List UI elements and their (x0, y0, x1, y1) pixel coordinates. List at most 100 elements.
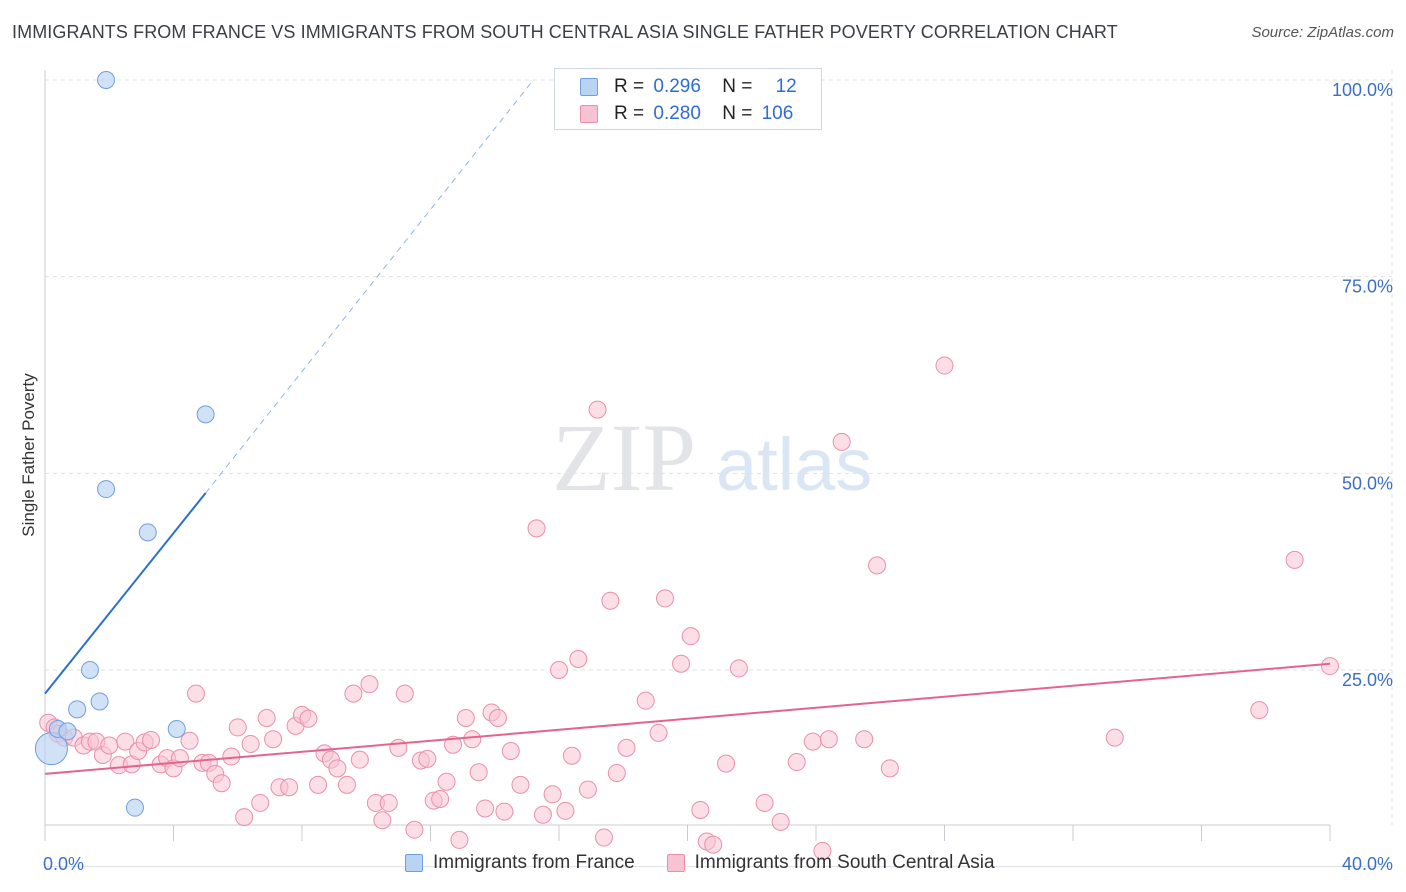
asia-point (235, 808, 254, 827)
legend-asia-swatch (666, 854, 685, 872)
asia-point (100, 736, 119, 755)
asia-point (328, 759, 347, 778)
asia-point (636, 691, 655, 710)
asia-point (656, 589, 675, 608)
france-swatch (580, 78, 598, 96)
france-point (90, 692, 109, 711)
france-n-label: N = (722, 76, 753, 97)
watermark: ZIP atlas (552, 404, 872, 511)
asia-point (855, 730, 874, 749)
asia-point (755, 793, 774, 812)
asia-point (469, 763, 488, 782)
asia-point (180, 731, 199, 750)
asia-point (819, 730, 838, 749)
france-point (196, 405, 215, 424)
watermark-atlas: atlas (716, 423, 872, 506)
legend-item-france[interactable]: Immigrants from France (405, 852, 635, 874)
asia-n-label: N = (722, 103, 753, 124)
france-points (34, 71, 215, 817)
y-axis-label: Single Father Poverty (19, 373, 38, 537)
asia-point (264, 730, 283, 749)
trend-lines (44, 79, 1331, 775)
france-trend-line (44, 492, 207, 695)
asia-point (569, 649, 588, 668)
asia-point (771, 812, 790, 831)
gridlines (45, 70, 1393, 868)
asia-point (556, 801, 575, 820)
france-r-label: R = (614, 76, 645, 97)
france-trend-extension (205, 79, 534, 494)
asia-point (935, 356, 954, 375)
asia-point (550, 661, 568, 679)
asia-point (527, 519, 546, 538)
legend-asia-label: Immigrants from South Central Asia (694, 852, 995, 873)
asia-point (241, 734, 260, 753)
asia-point (594, 828, 613, 847)
asia-point (729, 659, 748, 678)
asia-point (501, 742, 520, 761)
watermark-zip: ZIP (552, 404, 696, 511)
asia-point (601, 591, 620, 610)
asia-point (578, 780, 597, 799)
asia-swatch (580, 105, 598, 123)
asia-r-value: 0.280 (653, 103, 701, 124)
asia-point (360, 675, 379, 694)
france-point (125, 798, 144, 817)
asia-point (543, 785, 562, 804)
asia-trend-line (44, 662, 1331, 775)
y-tick-label-0: 25.0% (1342, 670, 1393, 690)
asia-point (511, 775, 530, 794)
asia-point (418, 749, 437, 768)
asia-point (437, 772, 456, 791)
france-point (58, 722, 77, 741)
asia-point (142, 731, 161, 750)
asia-point (704, 835, 723, 854)
tick-labels: 25.0% 50.0% 75.0% 100.0% 0.0% 40.0% (43, 80, 1393, 874)
y-tick-label-3: 100.0% (1332, 80, 1393, 100)
asia-point (495, 802, 514, 821)
asia-point (691, 801, 710, 820)
france-point (167, 720, 186, 738)
asia-point (405, 820, 424, 839)
asia-points (39, 356, 1339, 860)
asia-point (880, 759, 899, 778)
asia-point (488, 708, 507, 727)
asia-point (212, 774, 231, 793)
asia-point (309, 775, 328, 794)
legend-item-asia[interactable]: Immigrants from South Central Asia (666, 852, 995, 874)
asia-point (186, 684, 205, 703)
asia-r-label: R = (614, 103, 645, 124)
asia-point (116, 732, 135, 751)
legend-france-swatch (405, 854, 423, 872)
asia-point (868, 556, 887, 575)
asia-point (588, 400, 607, 419)
france-point (97, 480, 116, 499)
y-tick-label-2: 75.0% (1342, 277, 1393, 297)
france-r-value: 0.296 (653, 76, 701, 97)
asia-point (379, 793, 398, 812)
asia-point (476, 799, 495, 818)
asia-point (717, 754, 736, 773)
asia-point (1250, 701, 1269, 720)
legend-france-label: Immigrants from France (433, 852, 635, 873)
asia-point (170, 749, 189, 768)
asia-point (463, 730, 482, 749)
asia-point (617, 738, 636, 757)
asia-point (337, 775, 356, 794)
axes (44, 70, 1331, 841)
france-point (80, 661, 99, 679)
bottom-legend: Immigrants from France Immigrants from S… (405, 852, 1027, 874)
asia-point (813, 841, 832, 860)
y-tick-label-1: 50.0% (1342, 473, 1393, 493)
asia-point (1321, 657, 1339, 676)
asia-point (389, 738, 408, 757)
asia-point (373, 811, 392, 830)
france-point (97, 71, 116, 89)
asia-point (431, 790, 450, 809)
stats-legend: R = 0.296 N = 12 R = 0.280 N = 106 (554, 68, 822, 130)
asia-point (395, 684, 414, 703)
asia-point (344, 684, 363, 703)
asia-point (562, 746, 581, 765)
asia-point (672, 654, 691, 673)
